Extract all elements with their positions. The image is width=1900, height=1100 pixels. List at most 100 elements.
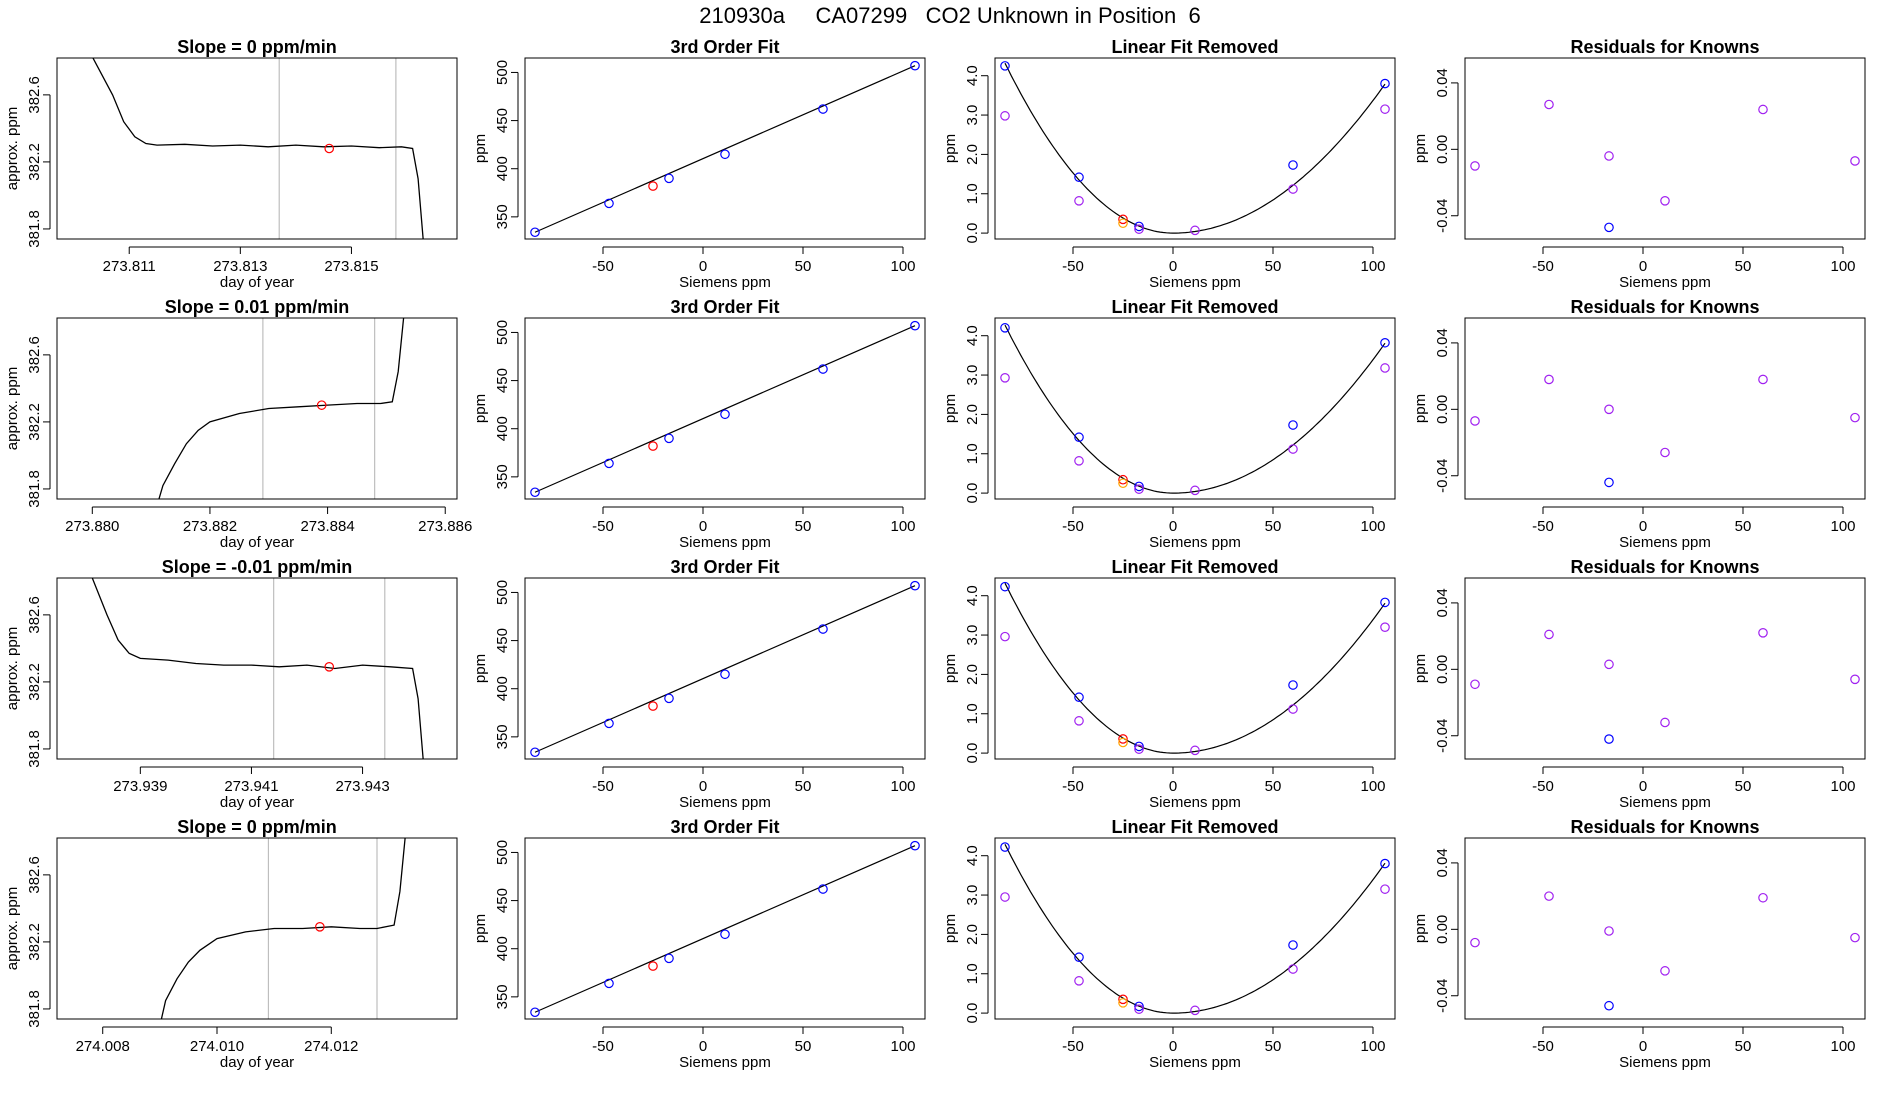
data-point [1604,404,1614,415]
plot-frame [56,837,458,1020]
chart-panel: Linear Fit Removed -50 0 50 100 Siemens ppm 0.… [942,297,1396,551]
chart-panel: Residuals for Knowns -50 0 50 100 Siemens ppm… [1412,297,1866,551]
x-tick-label: 50 [1265,518,1282,535]
data-point [1660,717,1670,728]
y-tick-label: 0.00 [1434,135,1451,164]
data-point [648,701,658,711]
plot-frame [524,837,926,1020]
data-point [1074,692,1084,703]
data-point [910,320,920,331]
y-tick-label: 0.00 [1434,915,1451,944]
data-point [1288,704,1298,714]
data-point [1118,998,1128,1008]
plot-frame [56,57,458,240]
y-tick-label: 3.0 [964,105,981,126]
y-tick-label: -0.04 [1434,719,1451,753]
highlight-point [324,662,335,672]
x-axis-label: Siemens ppm [679,534,771,551]
data-point [1288,680,1298,690]
x-tick-label: 50 [795,518,812,535]
series-line [158,318,405,499]
x-tick-label: 274.010 [190,1038,244,1055]
x-tick-label: 273.815 [324,258,378,275]
data-point [1074,952,1084,963]
x-tick-label: -50 [592,778,614,795]
series-line [91,578,424,759]
y-tick-label: 400 [494,936,511,961]
data-point [530,747,540,758]
data-point [1288,420,1298,430]
x-tick-label: 274.008 [76,1038,130,1055]
y-tick-label: 350 [494,724,511,749]
y-tick-label: 350 [494,464,511,489]
plot-frame [1464,577,1866,760]
data-point [1470,416,1480,426]
x-tick-label: 100 [1830,518,1855,535]
x-tick-label: 100 [1360,258,1385,275]
plot-frame [524,317,926,500]
x-tick-label: 100 [1830,258,1855,275]
y-tick-label: 382.2 [26,663,43,701]
chart-title: Slope = -0.01 ppm/min [162,557,353,577]
x-tick-label: -50 [1062,1038,1084,1055]
y-axis-label: ppm [472,134,489,163]
chart-title: Residuals for Knowns [1570,557,1759,577]
data-point [604,458,614,469]
plot-frame [56,317,458,500]
x-tick-label: 50 [1735,778,1752,795]
plot-frame [1464,317,1866,500]
y-tick-label: 500 [494,320,511,345]
data-point [910,580,920,591]
data-point [1134,741,1144,752]
chart-title: 3rd Order Fit [670,297,779,317]
y-tick-label: -0.04 [1434,979,1451,1013]
x-tick-label: 100 [1360,778,1385,795]
y-tick-label: 382.6 [26,76,43,114]
data-point [1380,597,1390,608]
y-tick-label: 0.04 [1434,588,1451,617]
data-point [1118,214,1128,225]
fit-line [534,325,916,493]
x-axis-label: day of year [220,1054,294,1071]
data-point [1660,447,1670,458]
chart-panel: Slope = -0.01 ppm/min 273.939 273.941 273.9… [4,557,458,811]
y-axis-label: ppm [1412,914,1429,943]
data-point [604,198,614,209]
x-tick-label: 0 [699,1038,707,1055]
plot-frame [1464,837,1866,1020]
series-line [92,58,424,239]
x-tick-label: -50 [592,258,614,275]
data-point [1074,432,1084,443]
y-tick-label: 4.0 [964,325,981,346]
y-tick-label: 381.8 [26,210,43,248]
data-point [1544,374,1554,385]
x-tick-label: -50 [592,1038,614,1055]
x-tick-label: 100 [890,778,915,795]
x-tick-label: 274.012 [304,1038,358,1055]
x-axis-label: Siemens ppm [1149,794,1241,811]
data-point [1544,629,1554,640]
chart-panel: 3rd Order Fit -50 0 50 100 Siemens ppm 350 400 4… [472,297,926,551]
x-tick-label: 0 [1169,1038,1177,1055]
chart-panel: Linear Fit Removed -50 0 50 100 Siemens ppm 0.… [942,817,1396,1071]
chart-title: Slope = 0 ppm/min [177,37,337,57]
x-tick-label: -50 [1532,258,1554,275]
data-point [818,624,828,634]
data-point [1380,622,1390,632]
y-tick-label: 450 [494,888,511,913]
y-tick-label: 4.0 [964,65,981,86]
x-axis-label: Siemens ppm [679,794,771,811]
data-point [1118,734,1128,744]
x-axis-label: day of year [220,274,294,291]
data-point [1380,337,1390,348]
y-tick-label: 3.0 [964,885,981,906]
chart-panel: 3rd Order Fit -50 0 50 100 Siemens ppm 350 400 4… [472,37,926,291]
y-tick-label: 1.0 [964,443,981,464]
data-point [1660,196,1670,206]
data-point [1000,61,1010,71]
y-tick-label: -0.04 [1434,199,1451,233]
y-tick-label: 2.0 [964,664,981,685]
data-point [720,409,730,420]
data-point [1190,1005,1200,1016]
data-point [1134,484,1144,494]
